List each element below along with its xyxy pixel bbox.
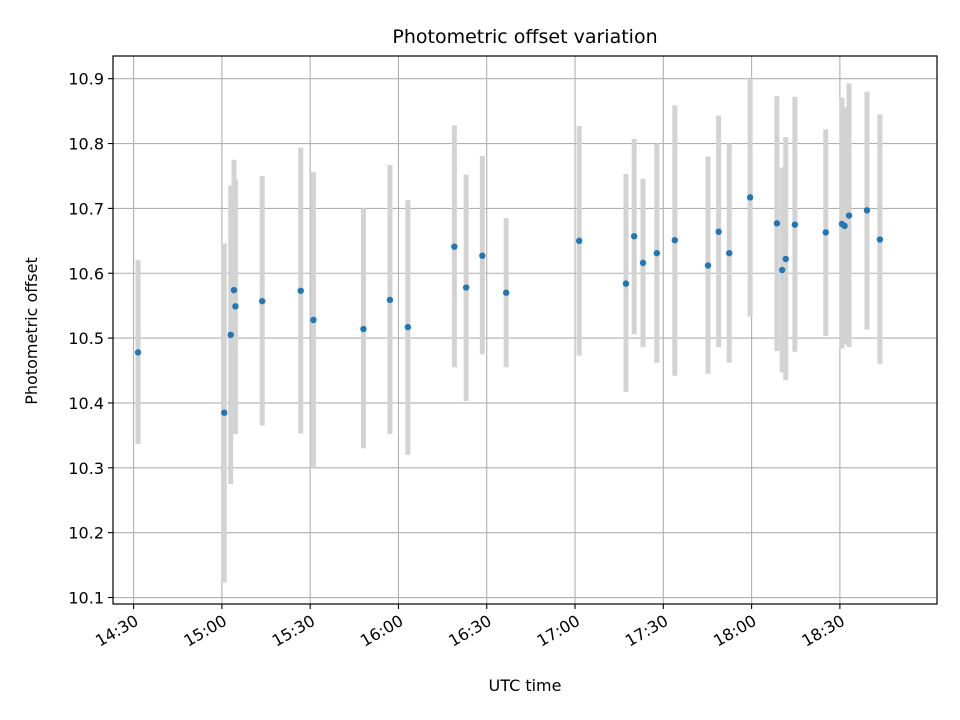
data-point <box>726 249 733 257</box>
data-point <box>653 249 661 257</box>
data-point <box>310 316 317 324</box>
chart-title: Photometric offset variation <box>392 26 657 48</box>
data-point <box>575 237 583 245</box>
data-point <box>791 221 799 228</box>
y-tick-label: 10.8 <box>68 135 104 154</box>
data-point <box>863 207 871 214</box>
data-point <box>715 228 722 235</box>
y-tick-label: 10.3 <box>68 459 104 478</box>
data-point <box>232 303 239 310</box>
data-point <box>221 409 228 416</box>
y-tick-label: 10.4 <box>68 394 104 413</box>
data-point <box>462 284 470 291</box>
y-tick-label: 10.5 <box>68 329 104 348</box>
data-point <box>845 212 853 219</box>
y-tick-label: 10.9 <box>68 70 104 89</box>
data-point <box>630 233 638 240</box>
data-point <box>230 286 238 294</box>
data-point <box>360 325 367 333</box>
data-point <box>876 236 884 243</box>
data-point <box>451 243 458 250</box>
data-point <box>386 296 394 304</box>
data-point <box>822 229 829 236</box>
y-tick-label: 10.1 <box>68 589 104 608</box>
data-point <box>479 252 486 259</box>
data-point <box>502 289 510 296</box>
data-points <box>134 194 884 416</box>
grid-lines <box>113 56 937 604</box>
y-axis-title: Photometric offset <box>22 257 41 405</box>
data-point <box>404 323 412 331</box>
data-point <box>841 222 848 230</box>
data-point <box>746 194 754 201</box>
data-point <box>782 255 789 263</box>
data-point <box>259 297 266 305</box>
axes-frame <box>112 55 938 605</box>
data-point <box>134 349 142 356</box>
data-point <box>671 236 678 244</box>
data-point <box>639 259 647 267</box>
data-point <box>779 266 786 274</box>
y-tick-label: 10.2 <box>68 524 104 543</box>
data-point <box>773 220 781 227</box>
x-axis-title: UTC time <box>489 676 562 695</box>
data-point <box>622 280 630 287</box>
data-point <box>704 262 712 269</box>
y-tick-label: 10.7 <box>68 199 104 218</box>
data-point <box>297 287 304 294</box>
y-tick-label: 10.6 <box>68 264 104 283</box>
data-point <box>227 331 234 339</box>
